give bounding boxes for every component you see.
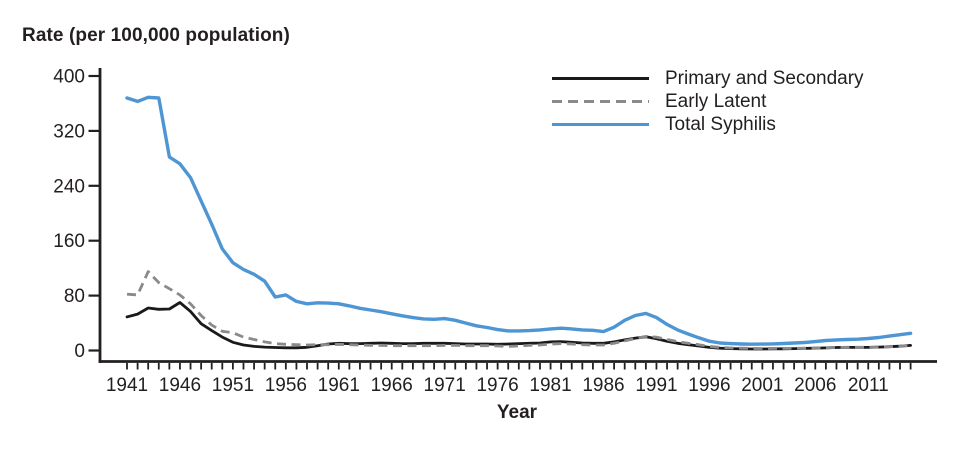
legend-label-primary-and-secondary: Primary and Secondary: [665, 68, 864, 89]
x-tick-label: 1956: [265, 375, 307, 396]
legend-item-early-latent: Early Latent: [552, 90, 864, 113]
legend-label-total-syphilis: Total Syphilis: [665, 114, 776, 135]
x-tick-label: 1941: [106, 375, 148, 396]
x-tick-label: 1966: [371, 375, 413, 396]
y-tick-label: 80: [64, 286, 85, 307]
x-tick-label: 1946: [159, 375, 201, 396]
y-tick-label: 160: [53, 231, 85, 252]
x-tick-label: 1981: [529, 375, 571, 396]
x-tick-label: 1971: [424, 375, 466, 396]
y-tick-label: 320: [53, 121, 85, 142]
series-line-early-latent: [126, 270, 911, 350]
series-line-total-syphilis: [125, 95, 913, 346]
legend-swatch-primary-and-secondary-line-icon: [552, 77, 649, 80]
x-tick-label: 1986: [582, 375, 624, 396]
y-tick-label: 400: [53, 67, 85, 88]
y-tick-label: 240: [53, 176, 85, 197]
x-tick-label: 1951: [212, 375, 254, 396]
x-tick-label: 1976: [476, 375, 518, 396]
legend-item-total-syphilis: Total Syphilis: [552, 113, 864, 136]
x-tick-label: 2001: [741, 375, 783, 396]
legend-item-primary-and-secondary: Primary and Secondary: [552, 67, 864, 90]
x-tick-label: 1961: [318, 375, 360, 396]
chart-legend: Primary and Secondary Early Latent Total…: [552, 67, 864, 136]
x-tick-label: 1991: [635, 375, 677, 396]
x-tick-label: 2006: [794, 375, 836, 396]
y-tick-label: 0: [74, 341, 85, 362]
series-line-primary-and-secondary: [125, 301, 912, 351]
legend-swatch-total-syphilis-line-icon: [552, 123, 649, 126]
x-axis-title: Year: [496, 402, 538, 423]
x-tick-label: 2011: [848, 375, 889, 396]
chart-title: Rate (per 100,000 population): [22, 25, 290, 46]
legend-swatch-early-latent-line-icon: [552, 100, 649, 103]
legend-label-early-latent: Early Latent: [665, 91, 767, 112]
x-tick-label: 1996: [688, 375, 730, 396]
